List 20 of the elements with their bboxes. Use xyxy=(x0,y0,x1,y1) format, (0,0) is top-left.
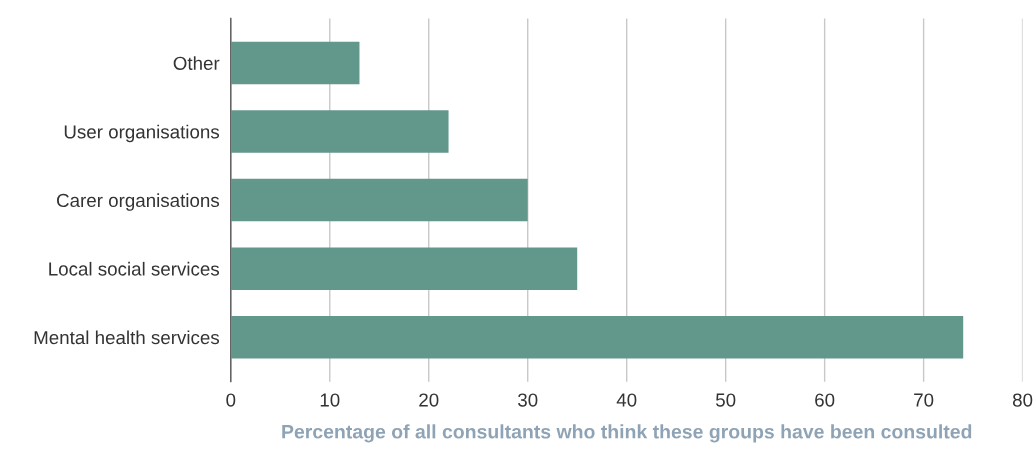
x-tick-label: 60 xyxy=(815,393,835,407)
x-tick-label: 70 xyxy=(914,393,934,407)
x-tick-label: 80 xyxy=(1012,393,1033,407)
x-tick-label: 40 xyxy=(616,393,637,407)
y-tick-label: Mental health services xyxy=(34,330,220,345)
x-tick-label: 20 xyxy=(419,393,439,407)
x-axis-title: Percentage of all consultants who think these groups have been consulted xyxy=(282,424,972,443)
y-tick-label: Carer organisations xyxy=(57,193,220,211)
bar xyxy=(230,110,449,153)
bar xyxy=(230,41,360,85)
x-tick-label: 0 xyxy=(226,393,236,407)
bar xyxy=(230,315,964,359)
y-tick-label: User organisations xyxy=(64,124,220,143)
x-tick-label: 10 xyxy=(320,393,340,407)
y-tick-label: Other xyxy=(173,56,220,70)
bar xyxy=(230,247,578,290)
x-tick-label: 30 xyxy=(518,393,538,407)
y-tick-label: Local social services xyxy=(49,261,220,276)
bar xyxy=(230,178,528,222)
x-tick-label: 50 xyxy=(715,393,736,407)
